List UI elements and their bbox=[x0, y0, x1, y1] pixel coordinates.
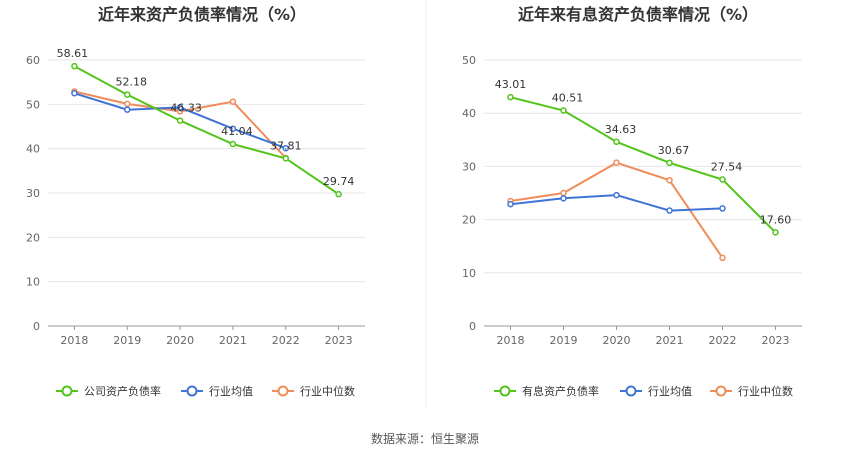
data-point bbox=[507, 93, 514, 101]
x-tick-label: 2021 bbox=[219, 334, 247, 347]
data-point bbox=[282, 155, 289, 162]
data-point bbox=[719, 205, 726, 212]
y-tick-label: 50 bbox=[462, 54, 476, 67]
legend-marker bbox=[186, 385, 198, 397]
data-point bbox=[176, 104, 184, 111]
data-point bbox=[71, 62, 78, 70]
data-point bbox=[613, 159, 620, 166]
y-tick-label: 50 bbox=[26, 98, 40, 111]
chart-right: 近年来有息资产负债率情况（%） 0 10 20 30 40 50 2018 2019 2020 2… bbox=[462, 5, 802, 398]
legend-marker bbox=[499, 385, 511, 397]
legend-marker bbox=[61, 385, 73, 397]
x-tick-label: 2020 bbox=[603, 334, 631, 347]
data-point bbox=[335, 190, 342, 198]
data-point bbox=[229, 125, 237, 132]
data-label: 27.54 bbox=[711, 160, 743, 173]
data-point bbox=[666, 159, 673, 167]
x-tick-label: 2023 bbox=[325, 334, 353, 347]
x-tick-label: 2019 bbox=[550, 334, 578, 347]
data-point bbox=[666, 207, 673, 214]
legend-label: 行业均值 bbox=[209, 385, 253, 398]
data-source: 数据来源：恒生聚源 bbox=[371, 431, 479, 446]
x-tick-label: 2022 bbox=[709, 334, 737, 347]
data-label: 34.63 bbox=[605, 123, 637, 136]
legend-label: 公司资产负债率 bbox=[84, 384, 161, 398]
data-point bbox=[772, 229, 779, 236]
y-tick-label: 10 bbox=[462, 267, 476, 280]
y-tick-label: 30 bbox=[462, 160, 476, 173]
legend-label: 有息资产负债率 bbox=[522, 384, 599, 398]
x-tick-label: 2018 bbox=[497, 334, 525, 347]
data-point bbox=[124, 100, 131, 108]
x-tick-label: 2022 bbox=[272, 334, 300, 347]
y-tick-label: 20 bbox=[26, 231, 40, 244]
y-tick-label: 10 bbox=[26, 276, 40, 289]
data-point bbox=[124, 106, 131, 113]
data-label: 37.81 bbox=[270, 139, 302, 152]
series-line bbox=[510, 96, 777, 234]
data-point bbox=[719, 254, 726, 262]
y-tick-label: 60 bbox=[26, 54, 40, 67]
x-tick-label: 2020 bbox=[166, 334, 194, 347]
x-tick-label: 2021 bbox=[656, 334, 684, 347]
data-point bbox=[124, 91, 131, 98]
data-point bbox=[560, 189, 567, 197]
data-point bbox=[71, 90, 78, 97]
data-label: 41.04 bbox=[221, 125, 253, 138]
data-label: 40.51 bbox=[552, 91, 584, 104]
x-tick-label: 2018 bbox=[60, 334, 88, 347]
y-tick-label: 30 bbox=[26, 187, 40, 200]
y-tick-label: 0 bbox=[469, 320, 476, 333]
data-point bbox=[282, 144, 289, 152]
legend-marker bbox=[625, 385, 637, 397]
series-line bbox=[73, 65, 340, 196]
data-label: 52.18 bbox=[116, 76, 148, 89]
chart-left: 近年来资产负债率情况（%） 0 10 20 30 40 50 60 2018 2019 2020 2… bbox=[26, 5, 365, 398]
chart-title: 近年来有息资产负债率情况（%） bbox=[518, 5, 758, 24]
legend-label: 行业中位数 bbox=[300, 384, 355, 398]
data-point bbox=[229, 98, 237, 105]
data-label: 46.33 bbox=[170, 102, 202, 115]
data-point bbox=[560, 107, 567, 114]
legend-label: 行业中位数 bbox=[738, 384, 793, 398]
chart-title: 近年来资产负债率情况（%） bbox=[98, 5, 306, 24]
legend-marker bbox=[277, 385, 289, 397]
data-label: 17.60 bbox=[760, 213, 792, 226]
x-tick-label: 2023 bbox=[762, 334, 790, 347]
data-point bbox=[176, 117, 184, 124]
data-point bbox=[613, 191, 620, 199]
data-label: 43.01 bbox=[495, 78, 527, 91]
y-tick-label: 40 bbox=[462, 107, 476, 120]
data-point bbox=[560, 195, 567, 202]
x-tick-label: 2019 bbox=[113, 334, 141, 347]
data-point bbox=[229, 140, 237, 148]
y-tick-label: 40 bbox=[26, 143, 40, 156]
data-point bbox=[666, 176, 673, 184]
data-label: 29.74 bbox=[323, 175, 355, 188]
data-point bbox=[507, 200, 514, 208]
legend-label: 行业均值 bbox=[648, 385, 692, 398]
y-tick-label: 20 bbox=[462, 214, 476, 227]
data-point bbox=[719, 176, 726, 183]
y-tick-label: 0 bbox=[33, 320, 40, 333]
data-point bbox=[613, 138, 620, 146]
data-label: 30.67 bbox=[658, 144, 690, 157]
data-label: 58.61 bbox=[57, 47, 89, 60]
legend-marker bbox=[715, 385, 727, 397]
